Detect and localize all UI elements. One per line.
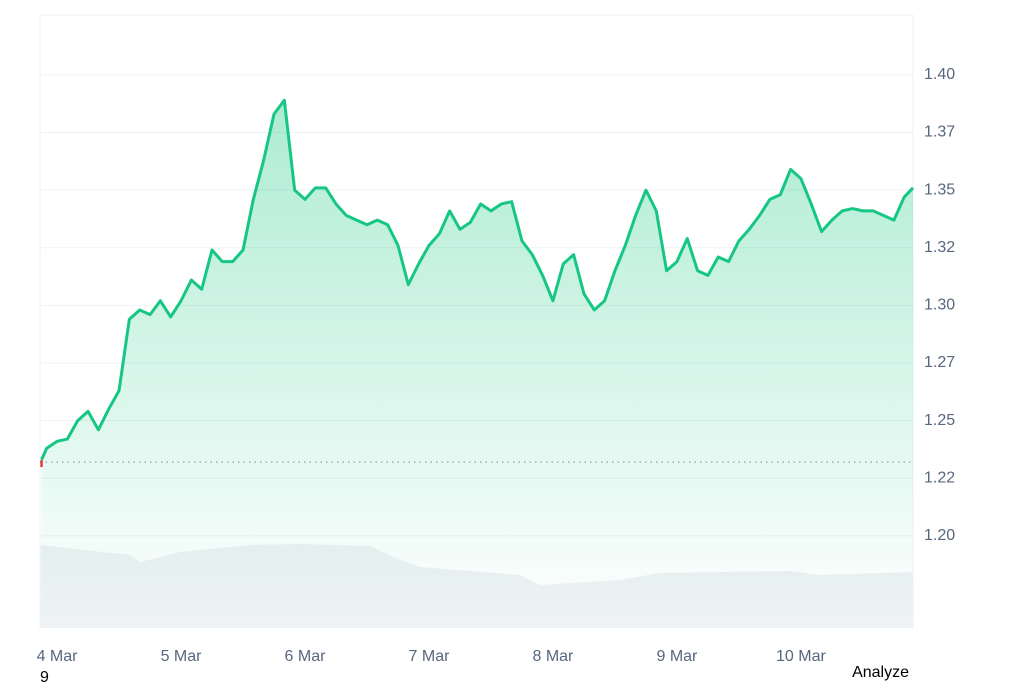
y-tick-label: 1.20 xyxy=(924,527,955,544)
y-tick-label: 1.35 xyxy=(924,181,955,198)
x-tick-label: 4 Mar xyxy=(37,648,79,665)
x-tick-label: 7 Mar xyxy=(409,648,451,665)
price-line xyxy=(40,98,915,461)
x-tick-label: 8 Mar xyxy=(532,648,574,665)
y-tick-label: 1.32 xyxy=(924,239,955,256)
footer-left: 9 xyxy=(40,669,49,683)
x-tick-label: 10 Mar xyxy=(776,648,826,665)
y-tick-label: 1.30 xyxy=(924,297,955,314)
y-tick-label: 1.25 xyxy=(924,412,955,429)
y-tick-label: 1.22 xyxy=(924,469,955,486)
footer-right[interactable]: Analyze xyxy=(852,664,909,681)
y-tick-label: 1.40 xyxy=(924,66,955,83)
y-tick-label: 1.37 xyxy=(924,124,955,141)
y-tick-label: 1.27 xyxy=(924,354,955,371)
x-tick-label: 6 Mar xyxy=(285,648,327,665)
x-tick-label: 9 Mar xyxy=(656,648,698,665)
price-area xyxy=(41,100,914,629)
x-tick-label: 5 Mar xyxy=(161,648,203,665)
